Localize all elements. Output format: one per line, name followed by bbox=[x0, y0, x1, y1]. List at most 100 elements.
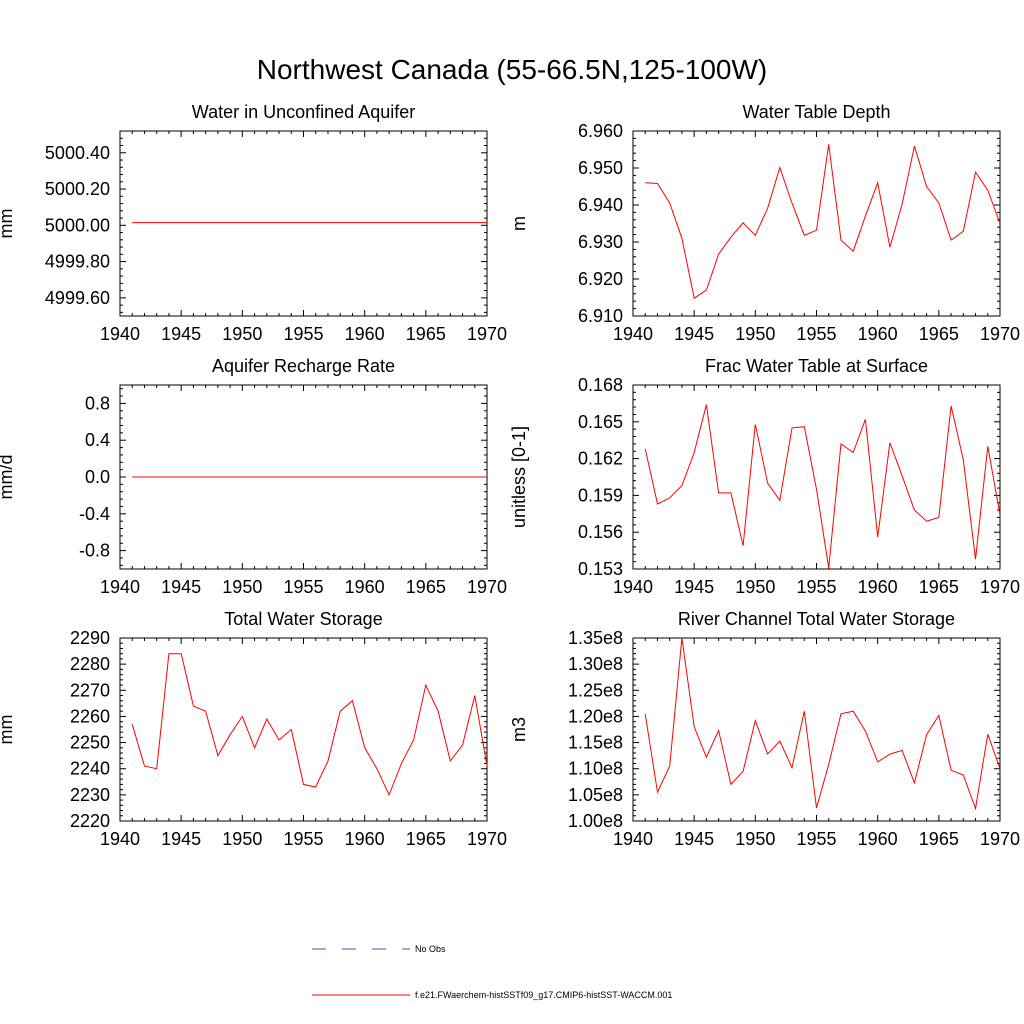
panel-title: Water Table Depth bbox=[742, 102, 890, 122]
y-tick-label: 0.168 bbox=[578, 375, 623, 395]
x-tick-label: 1945 bbox=[161, 577, 201, 597]
y-tick-label: 4999.60 bbox=[45, 288, 110, 308]
y-tick-label: 0.162 bbox=[578, 449, 623, 469]
y-tick-label: 6.950 bbox=[578, 158, 623, 178]
legend-obs-label: No Obs bbox=[415, 944, 446, 954]
x-tick-label: 1940 bbox=[100, 829, 140, 849]
x-tick-label: 1965 bbox=[919, 577, 959, 597]
y-tick-label: 1.10e8 bbox=[568, 759, 623, 779]
y-tick-label: 6.920 bbox=[578, 269, 623, 289]
main-title: Northwest Canada (55-66.5N,125-100W) bbox=[256, 54, 768, 85]
y-tick-label: 6.910 bbox=[578, 306, 623, 326]
plot-frame bbox=[632, 637, 1001, 822]
y-tick-label: 2280 bbox=[70, 654, 110, 674]
y-tick-label: 2250 bbox=[70, 733, 110, 753]
y-tick-label: 2290 bbox=[70, 628, 110, 648]
x-tick-label: 1945 bbox=[161, 829, 201, 849]
chart-panel-3: Aquifer Recharge Rate mm/d 1940 1945 1950 195… bbox=[0, 356, 507, 597]
y-tick-label: 1.20e8 bbox=[568, 706, 623, 726]
x-tick-label: 1955 bbox=[796, 324, 836, 344]
y-tick-label: 0.8 bbox=[85, 393, 110, 413]
y-tick-label: 1.05e8 bbox=[568, 785, 623, 805]
y-axis-label: mm bbox=[0, 209, 16, 239]
x-tick-label: 1955 bbox=[283, 577, 323, 597]
y-tick-label: 0.159 bbox=[578, 485, 623, 505]
series-line bbox=[644, 404, 1001, 568]
plot-frame bbox=[632, 384, 1001, 570]
legend-model-label: f.e21.FWaerchem-histSSTf09_g17.CMIP6-his… bbox=[415, 990, 672, 1000]
x-tick-label: 1945 bbox=[674, 577, 714, 597]
x-tick-label: 1940 bbox=[100, 324, 140, 344]
series-line bbox=[644, 637, 1001, 811]
y-tick-label: 2260 bbox=[70, 706, 110, 726]
x-tick-label: 1960 bbox=[858, 829, 898, 849]
y-tick-label: 2220 bbox=[70, 811, 110, 831]
x-tick-label: 1950 bbox=[735, 577, 775, 597]
x-tick-label: 1965 bbox=[919, 324, 959, 344]
y-tick-label: 0.165 bbox=[578, 412, 623, 432]
x-tick-label: 1950 bbox=[222, 324, 262, 344]
y-axis-label: unitless [0-1] bbox=[509, 426, 529, 528]
plot-frame bbox=[119, 637, 488, 822]
y-tick-label: 2240 bbox=[70, 759, 110, 779]
y-tick-label: 1.30e8 bbox=[568, 654, 623, 674]
x-tick-label: 1965 bbox=[919, 829, 959, 849]
y-tick-label: 6.940 bbox=[578, 195, 623, 215]
plot-frame bbox=[119, 130, 488, 317]
x-tick-label: 1950 bbox=[222, 829, 262, 849]
series-line bbox=[131, 653, 488, 797]
y-tick-label: 0.156 bbox=[578, 522, 623, 542]
y-axis-label: mm bbox=[0, 715, 16, 745]
x-tick-label: 1950 bbox=[735, 324, 775, 344]
x-tick-label: 1960 bbox=[858, 324, 898, 344]
x-tick-label: 1940 bbox=[100, 577, 140, 597]
y-tick-label: 1.25e8 bbox=[568, 680, 623, 700]
x-tick-label: 1970 bbox=[980, 829, 1020, 849]
legend: No Obs f.e21.FWaerchem-histSSTf09_g17.CM… bbox=[312, 944, 672, 1000]
x-tick-label: 1955 bbox=[283, 324, 323, 344]
x-tick-label: 1940 bbox=[613, 324, 653, 344]
x-tick-label: 1955 bbox=[796, 829, 836, 849]
chart-panel-4: Frac Water Table at Surface unitless [0-1… bbox=[509, 356, 1020, 597]
x-tick-label: 1965 bbox=[406, 829, 446, 849]
x-tick-label: 1945 bbox=[674, 829, 714, 849]
panel-title: River Channel Total Water Storage bbox=[678, 609, 955, 629]
series-line bbox=[645, 144, 1001, 300]
y-tick-label: 6.960 bbox=[578, 121, 623, 141]
x-tick-label: 1945 bbox=[161, 324, 201, 344]
y-tick-label: -0.8 bbox=[79, 541, 110, 561]
y-tick-label: 4999.80 bbox=[45, 252, 110, 272]
x-tick-label: 1970 bbox=[980, 577, 1020, 597]
panel-title: Aquifer Recharge Rate bbox=[212, 356, 395, 376]
y-tick-label: 1.15e8 bbox=[568, 733, 623, 753]
x-tick-label: 1960 bbox=[858, 577, 898, 597]
panel-title: Total Water Storage bbox=[224, 609, 382, 629]
y-axis-label: mm/d bbox=[0, 455, 16, 500]
y-tick-label: 1.35e8 bbox=[568, 628, 623, 648]
y-tick-label: 0.4 bbox=[85, 430, 110, 450]
x-tick-label: 1940 bbox=[613, 577, 653, 597]
x-tick-label: 1950 bbox=[222, 577, 262, 597]
y-tick-label: 0.0 bbox=[85, 467, 110, 487]
x-tick-label: 1950 bbox=[735, 829, 775, 849]
x-tick-label: 1955 bbox=[796, 577, 836, 597]
y-tick-label: 0.153 bbox=[578, 559, 623, 579]
y-tick-label: 2230 bbox=[70, 785, 110, 805]
chart-panel-5: Total Water Storage mm 1940 1945 1950 1955 196… bbox=[0, 609, 507, 849]
y-tick-label: 5000.20 bbox=[45, 179, 110, 199]
plot-frame bbox=[632, 130, 1001, 317]
x-tick-label: 1955 bbox=[283, 829, 323, 849]
x-tick-label: 1965 bbox=[406, 577, 446, 597]
x-tick-label: 1940 bbox=[613, 829, 653, 849]
y-tick-label: 6.930 bbox=[578, 232, 623, 252]
panel-title: Frac Water Table at Surface bbox=[705, 356, 928, 376]
y-tick-label: -0.4 bbox=[79, 504, 110, 524]
chart-panel-6: River Channel Total Water Storage m3 1940 1… bbox=[509, 609, 1020, 849]
y-axis-label: m3 bbox=[509, 717, 529, 742]
x-tick-label: 1970 bbox=[467, 324, 507, 344]
x-tick-label: 1960 bbox=[345, 577, 385, 597]
x-tick-label: 1965 bbox=[406, 324, 446, 344]
x-tick-label: 1960 bbox=[345, 324, 385, 344]
y-axis-label: m bbox=[509, 216, 529, 231]
